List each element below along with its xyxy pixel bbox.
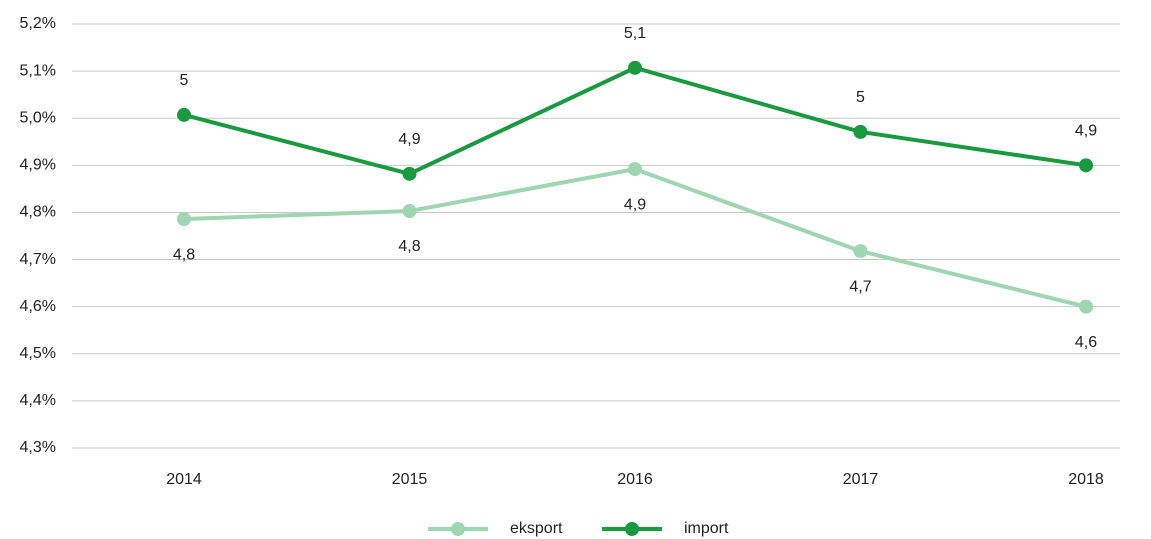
data-label: 4,7 bbox=[849, 278, 871, 295]
point bbox=[1079, 158, 1093, 173]
point bbox=[177, 107, 191, 122]
legend-marker bbox=[625, 522, 639, 536]
legend-marker bbox=[451, 522, 465, 536]
y-tick-label: 4,5% bbox=[20, 345, 56, 362]
point bbox=[853, 124, 868, 139]
data-label: 4,6 bbox=[1075, 334, 1097, 351]
data-label: 4,8 bbox=[398, 238, 420, 255]
y-tick-label: 4,8% bbox=[20, 204, 56, 221]
y-tick-label: 4,6% bbox=[20, 298, 56, 315]
x-tick-label: 2018 bbox=[1068, 471, 1104, 488]
x-tick-label: 2015 bbox=[392, 471, 428, 488]
legend-label: eksport bbox=[510, 520, 563, 537]
data-label: 5,1 bbox=[624, 25, 646, 42]
y-tick-label: 4,7% bbox=[20, 251, 56, 268]
point bbox=[628, 162, 642, 177]
point bbox=[402, 166, 417, 181]
point bbox=[1079, 299, 1093, 314]
series-line bbox=[183, 65, 1087, 176]
data-label: 4,8 bbox=[173, 246, 195, 263]
point bbox=[853, 244, 868, 259]
point bbox=[402, 204, 417, 219]
data-label: 4,9 bbox=[1075, 123, 1097, 140]
x-tick-label: 2014 bbox=[166, 471, 202, 488]
legend-label: import bbox=[684, 520, 729, 537]
y-tick-label: 5,0% bbox=[20, 109, 56, 126]
point bbox=[628, 60, 642, 75]
data-label: 5 bbox=[856, 89, 865, 106]
series-line bbox=[183, 167, 1087, 309]
y-tick-label: 5,1% bbox=[20, 62, 56, 79]
data-label: 4,9 bbox=[398, 131, 420, 148]
y-tick-label: 4,3% bbox=[20, 439, 56, 456]
y-tick-label: 5,2% bbox=[20, 15, 56, 32]
y-tick-label: 4,9% bbox=[20, 157, 56, 174]
y-tick-label: 4,4% bbox=[20, 392, 56, 409]
x-tick-label: 2016 bbox=[617, 471, 653, 488]
data-label: 4,9 bbox=[624, 196, 646, 213]
point bbox=[177, 212, 191, 227]
x-tick-label: 2017 bbox=[843, 471, 879, 488]
data-label: 5 bbox=[180, 72, 189, 89]
